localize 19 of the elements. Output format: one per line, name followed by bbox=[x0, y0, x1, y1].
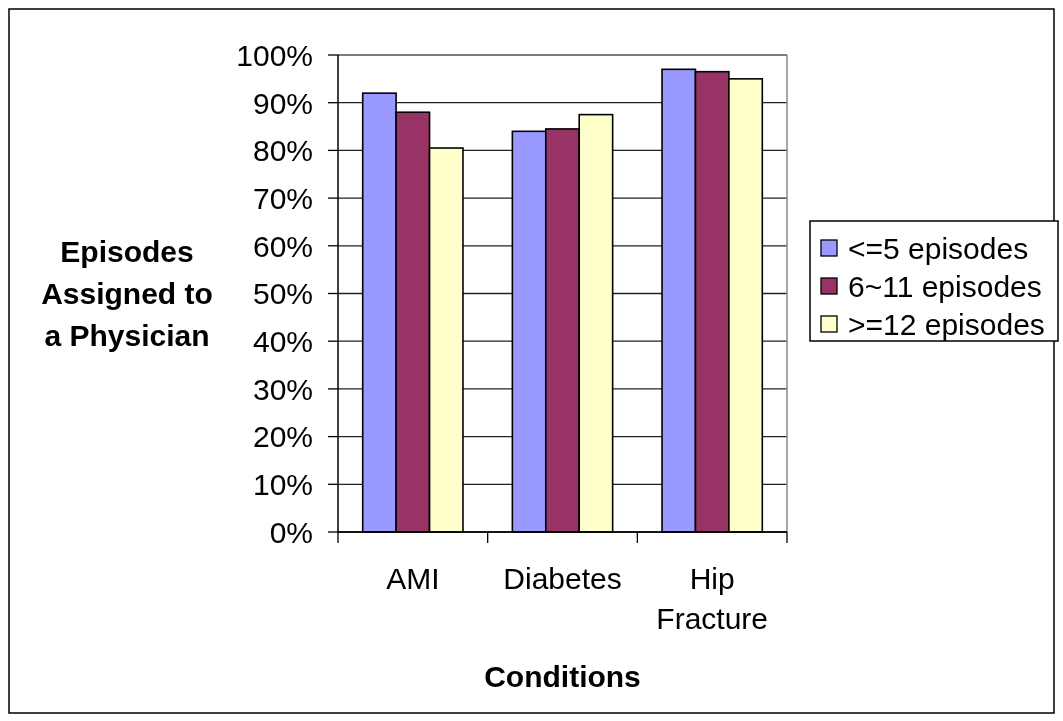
y-tick-label: 50% bbox=[252, 277, 313, 311]
x-tick-label: Hip Fracture bbox=[656, 561, 769, 635]
y-axis-title: Episodes Assigned to a Physician bbox=[41, 234, 213, 352]
legend-label: <=5 episodes bbox=[848, 231, 1029, 265]
y-tick-label: 0% bbox=[269, 515, 313, 549]
y-tick-label: 10% bbox=[252, 468, 313, 502]
legend-label: 6~11 episodes bbox=[848, 269, 1042, 303]
y-tick-label: 100% bbox=[236, 38, 313, 72]
y-tick-label: 60% bbox=[252, 229, 313, 263]
y-tick-label: 70% bbox=[252, 181, 313, 215]
legend-label: >=12 episodes bbox=[848, 307, 1045, 341]
y-tick-label: 20% bbox=[252, 420, 313, 454]
x-tick-label: AMI bbox=[386, 561, 440, 595]
y-tick-label: 80% bbox=[252, 134, 313, 168]
y-tick-label: 90% bbox=[252, 86, 313, 120]
x-tick-label: Diabetes bbox=[503, 561, 622, 595]
x-axis-title: Conditions bbox=[484, 659, 641, 693]
y-tick-label: 40% bbox=[252, 325, 313, 358]
y-tick-label: 30% bbox=[252, 372, 313, 406]
